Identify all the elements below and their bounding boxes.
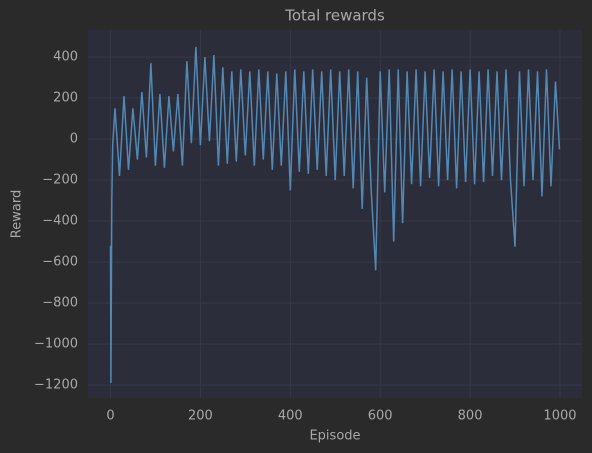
line-series [109, 46, 561, 384]
y-tick-label: −200 [42, 173, 78, 188]
y-axis-label: Reward [10, 190, 25, 238]
x-tick-label: 800 [458, 409, 483, 424]
y-tick-label: 400 [53, 50, 78, 65]
y-tick-label: −1000 [34, 337, 78, 352]
y-tick-label: 200 [53, 91, 78, 106]
x-axis-label: Episode [309, 429, 360, 444]
plot-area [88, 30, 582, 398]
x-tick-label: 200 [188, 409, 213, 424]
chart-title: Total rewards [284, 7, 385, 25]
x-tick-label: 1000 [543, 409, 576, 424]
y-tick-label: −800 [42, 296, 78, 311]
x-tick-label: 600 [368, 409, 393, 424]
x-tick-label: 0 [106, 409, 114, 424]
y-tick-label: −1200 [34, 378, 78, 393]
x-tick-label: 400 [278, 409, 303, 424]
y-tick-label: −400 [42, 214, 78, 229]
y-tick-label: 0 [70, 132, 78, 147]
y-tick-label: −600 [42, 255, 78, 270]
